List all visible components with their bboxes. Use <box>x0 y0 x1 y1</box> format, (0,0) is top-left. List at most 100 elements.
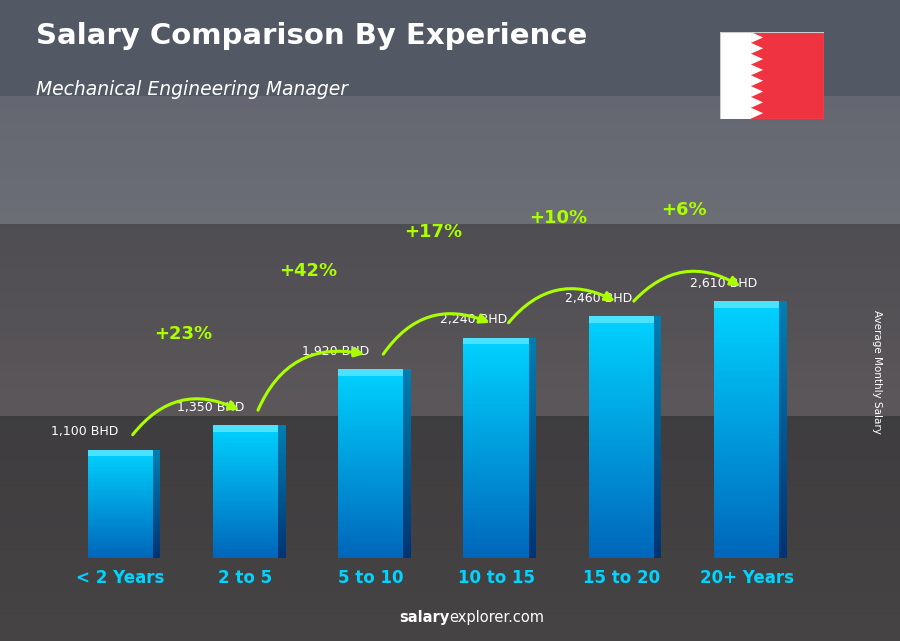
Bar <box>213 475 278 476</box>
Bar <box>0 105 900 109</box>
Polygon shape <box>751 43 763 54</box>
Bar <box>779 340 787 343</box>
Bar <box>654 362 662 364</box>
Bar <box>87 549 153 551</box>
Bar <box>779 381 787 385</box>
Bar <box>153 529 160 531</box>
Bar <box>278 499 285 501</box>
Bar <box>213 447 278 448</box>
Bar <box>0 599 900 603</box>
Bar <box>589 467 654 470</box>
Bar <box>0 304 900 308</box>
Bar <box>213 540 278 541</box>
Bar <box>87 555 153 556</box>
Bar <box>528 497 536 500</box>
Bar <box>338 510 403 513</box>
Bar <box>464 538 528 541</box>
Bar <box>0 227 900 231</box>
Bar <box>0 410 900 413</box>
Bar <box>338 508 403 510</box>
Bar <box>338 475 403 478</box>
Bar <box>213 479 278 481</box>
Bar <box>0 451 900 455</box>
Bar <box>464 401 528 404</box>
Bar <box>87 489 153 490</box>
Bar <box>403 440 410 442</box>
Bar <box>528 434 536 437</box>
Bar <box>528 511 536 513</box>
Bar <box>464 439 528 442</box>
Bar <box>87 509 153 510</box>
Bar <box>714 324 779 327</box>
Bar <box>403 525 410 527</box>
Bar <box>213 425 278 427</box>
Bar <box>0 243 900 247</box>
Bar <box>0 528 900 532</box>
Bar <box>338 447 403 449</box>
Bar <box>87 553 153 554</box>
Bar <box>278 450 285 451</box>
Bar <box>779 375 787 378</box>
Bar <box>589 319 654 322</box>
Bar <box>464 370 528 373</box>
Bar <box>654 461 662 464</box>
Bar <box>278 528 285 529</box>
Bar <box>528 395 536 398</box>
Bar <box>153 522 160 524</box>
Bar <box>87 471 153 472</box>
Bar <box>403 397 410 400</box>
Bar <box>213 541 278 543</box>
Bar <box>589 503 654 506</box>
Bar <box>528 549 536 552</box>
Bar <box>654 367 662 370</box>
Bar <box>589 379 654 383</box>
Bar <box>464 547 528 549</box>
Bar <box>779 327 787 330</box>
Bar <box>278 475 285 476</box>
Bar <box>589 452 654 455</box>
Bar <box>464 467 528 470</box>
Bar <box>464 420 528 423</box>
Bar <box>213 523 278 524</box>
Bar <box>403 400 410 402</box>
Bar <box>714 497 779 500</box>
Bar <box>779 484 787 487</box>
Bar <box>87 543 153 544</box>
Bar <box>278 456 285 458</box>
Bar <box>779 353 787 356</box>
Bar <box>0 397 900 401</box>
Bar <box>153 490 160 492</box>
Bar <box>0 560 900 564</box>
Bar <box>213 554 278 556</box>
Bar <box>338 381 403 383</box>
Bar <box>403 393 410 395</box>
Bar <box>213 495 278 496</box>
Bar <box>0 547 900 551</box>
Bar <box>403 555 410 558</box>
Bar <box>528 412 536 415</box>
Bar <box>278 523 285 524</box>
Bar <box>714 481 779 484</box>
Bar <box>403 456 410 459</box>
Bar <box>0 352 900 356</box>
Bar <box>403 546 410 548</box>
Bar <box>654 458 662 461</box>
Bar <box>589 440 654 443</box>
Bar <box>779 311 787 314</box>
Bar <box>714 484 779 487</box>
Bar <box>0 602 900 606</box>
Bar <box>528 420 536 423</box>
Bar <box>714 388 779 391</box>
Bar <box>779 304 787 308</box>
Bar <box>153 501 160 503</box>
Bar <box>213 533 278 535</box>
Polygon shape <box>751 32 763 43</box>
Bar <box>87 547 153 548</box>
Bar <box>464 381 528 385</box>
Bar <box>87 554 153 555</box>
Bar <box>338 412 403 414</box>
Bar <box>528 409 536 412</box>
Bar <box>278 506 285 508</box>
Bar <box>528 343 536 346</box>
Bar <box>654 404 662 406</box>
